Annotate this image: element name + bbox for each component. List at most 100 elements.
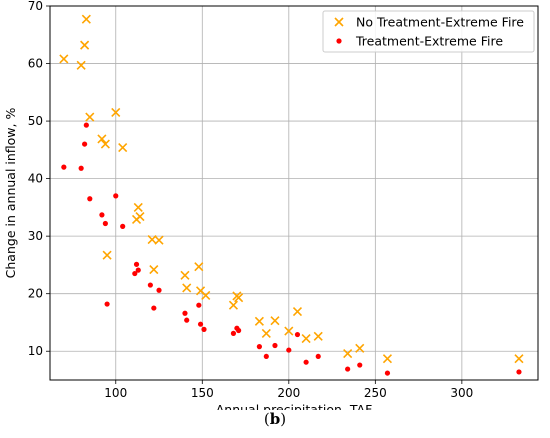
marker-stroke (514, 354, 524, 364)
x-axis-label: Annual precipitation, TAF (216, 402, 373, 410)
marker-stroke (234, 293, 244, 303)
data-point (97, 134, 107, 144)
data-point (149, 264, 159, 275)
data-point (133, 261, 140, 267)
data-point (384, 370, 391, 376)
data-point (286, 347, 292, 353)
data-point (154, 235, 164, 245)
legend-item: Treatment-Extreme Fire (336, 34, 503, 49)
scatter-chart: 100 150 200 250 300 10 20 30 40 50 60 70 Annual pre… (3, 0, 539, 410)
data-point (228, 300, 238, 310)
marker-stroke (81, 14, 91, 24)
marker-stroke (59, 54, 69, 64)
data-point (355, 343, 365, 353)
y-tick-label: 70 (28, 0, 43, 13)
data-point (234, 293, 244, 303)
data-point (196, 302, 202, 308)
marker-stroke (382, 354, 393, 364)
data-point (516, 369, 522, 375)
data-point (315, 353, 321, 360)
figure-caption: (b) (0, 410, 550, 428)
data-point (313, 331, 323, 341)
x-tick-label: 200 (277, 386, 300, 400)
data-point (272, 342, 278, 349)
y-tick-label: 30 (28, 229, 43, 243)
legend-item: No Treatment-Extreme Fire (334, 15, 524, 30)
data-point (180, 270, 190, 280)
data-point (284, 326, 294, 336)
plot-frame (49, 5, 539, 381)
legend: No Treatment-Extreme Fire Treatment-Extre… (322, 10, 535, 53)
marker-stroke (355, 343, 365, 353)
x-tick-label: 100 (104, 386, 127, 400)
data-point (100, 139, 110, 149)
series-treatment (61, 122, 522, 376)
marker-stroke (201, 290, 211, 300)
marker-stroke (313, 331, 323, 341)
marker-stroke (343, 348, 353, 359)
data-point (301, 334, 311, 344)
legend-label: No Treatment-Extreme Fire (356, 15, 524, 30)
marker-stroke (228, 300, 238, 310)
marker-stroke (261, 328, 271, 338)
data-point (194, 262, 204, 272)
data-point (182, 283, 192, 293)
data-point (120, 223, 126, 229)
marker-stroke (111, 107, 121, 118)
y-tick-label: 60 (28, 57, 43, 71)
data-point (236, 327, 242, 334)
data-point (182, 310, 188, 316)
data-point (230, 330, 237, 336)
data-point (201, 290, 211, 300)
data-point (133, 202, 143, 212)
x-tick-label: 300 (450, 386, 473, 400)
legend-marker (334, 17, 344, 27)
data-point (82, 141, 88, 147)
caption-close: ) (280, 410, 287, 428)
marker-stroke (270, 316, 280, 326)
y-tick-label: 20 (28, 287, 43, 301)
data-point (81, 14, 91, 24)
data-point (294, 331, 301, 338)
marker-stroke (149, 264, 159, 275)
data-point (104, 301, 110, 307)
data-point (292, 306, 303, 317)
caption-letter: b (269, 410, 281, 428)
marker-stroke (154, 235, 164, 245)
x-tick-label: 250 (364, 386, 387, 400)
data-point (256, 344, 262, 350)
data-point (76, 60, 86, 70)
data-point (345, 366, 351, 372)
data-point (184, 317, 190, 323)
data-point (343, 348, 353, 359)
y-axis-label: Change in annual inflow, % (3, 108, 18, 279)
axis-ticks: 100 150 200 250 300 10 20 30 40 50 60 70 (28, 0, 474, 400)
marker-stroke (102, 250, 112, 260)
marker-stroke (301, 334, 311, 344)
legend-box (322, 10, 535, 53)
data-point (261, 328, 271, 338)
data-point (263, 353, 269, 360)
legend-marker (336, 38, 342, 44)
data-point (197, 321, 204, 327)
legend-label: Treatment-Extreme Fire (355, 34, 503, 49)
data-point (87, 196, 93, 202)
data-point (118, 142, 128, 153)
marker-stroke (194, 262, 204, 272)
data-point (61, 164, 67, 170)
marker-stroke (182, 283, 192, 293)
data-point (78, 165, 84, 171)
marker-stroke (334, 17, 344, 27)
data-points (59, 14, 524, 376)
y-tick-label: 40 (28, 172, 43, 186)
data-point (59, 54, 69, 64)
data-point (303, 359, 309, 365)
y-tick-label: 50 (28, 114, 43, 128)
series-no-treatment (59, 14, 524, 364)
marker-stroke (195, 286, 206, 296)
marker-stroke (85, 112, 95, 122)
data-point (85, 112, 95, 122)
data-point (514, 354, 524, 364)
marker-stroke (133, 202, 143, 212)
data-point (357, 362, 363, 368)
